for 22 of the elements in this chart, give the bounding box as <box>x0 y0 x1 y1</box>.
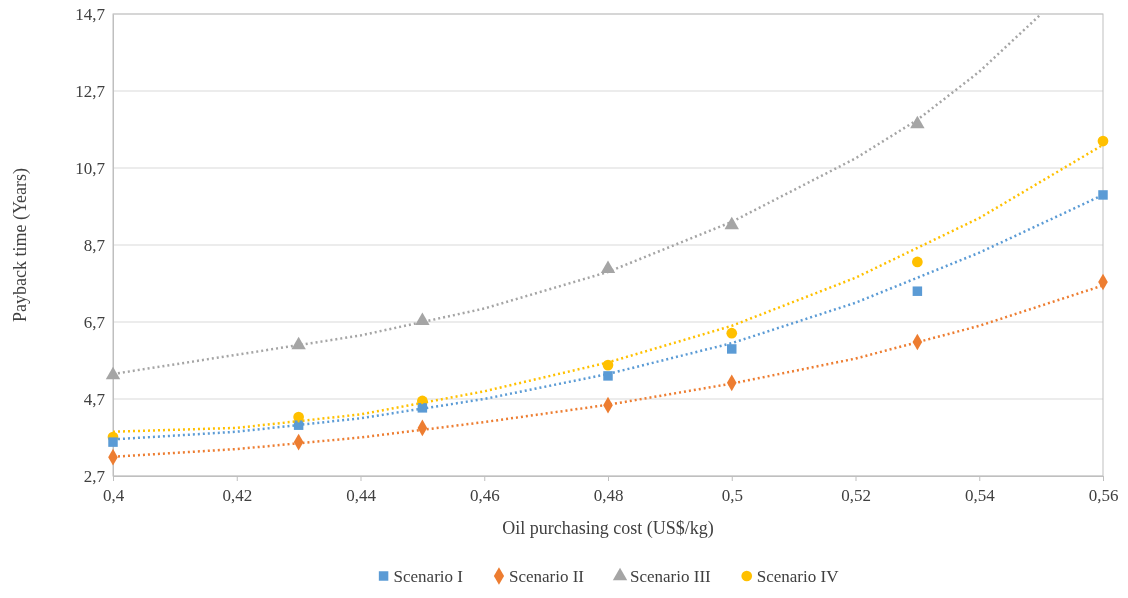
y-tick-label: 4,7 <box>83 389 106 409</box>
x-tick-label: 0,56 <box>1088 486 1119 505</box>
y-tick-label: 6,7 <box>83 312 106 332</box>
y-tick-label: 2,7 <box>83 466 106 486</box>
y-tick-label: 14,7 <box>75 4 106 24</box>
legend-label: Scenario III <box>630 567 712 586</box>
x-tick-label: 0,48 <box>593 486 624 505</box>
x-tick-label: 0,42 <box>222 486 253 505</box>
y-tick-label: 12,7 <box>75 81 106 101</box>
legend-label: Scenario I <box>393 567 464 586</box>
x-tick-label: 0,54 <box>964 486 996 505</box>
legend-label: Scenario II <box>508 567 585 586</box>
x-tick-label: 0,4 <box>102 486 125 505</box>
y-tick-label: 8,7 <box>83 235 106 255</box>
x-tick-label: 0,46 <box>469 486 500 505</box>
legend-label: Scenario IV <box>756 567 840 586</box>
x-tick-label: 0,44 <box>346 486 377 505</box>
x-axis-title: Oil purchasing cost (US$/kg) <box>502 518 714 539</box>
x-tick-label: 0,52 <box>841 486 871 505</box>
y-axis-title: Payback time (Years) <box>10 167 31 323</box>
y-tick-label: 10,7 <box>75 158 106 178</box>
x-tick-label: 0,5 <box>721 486 743 505</box>
